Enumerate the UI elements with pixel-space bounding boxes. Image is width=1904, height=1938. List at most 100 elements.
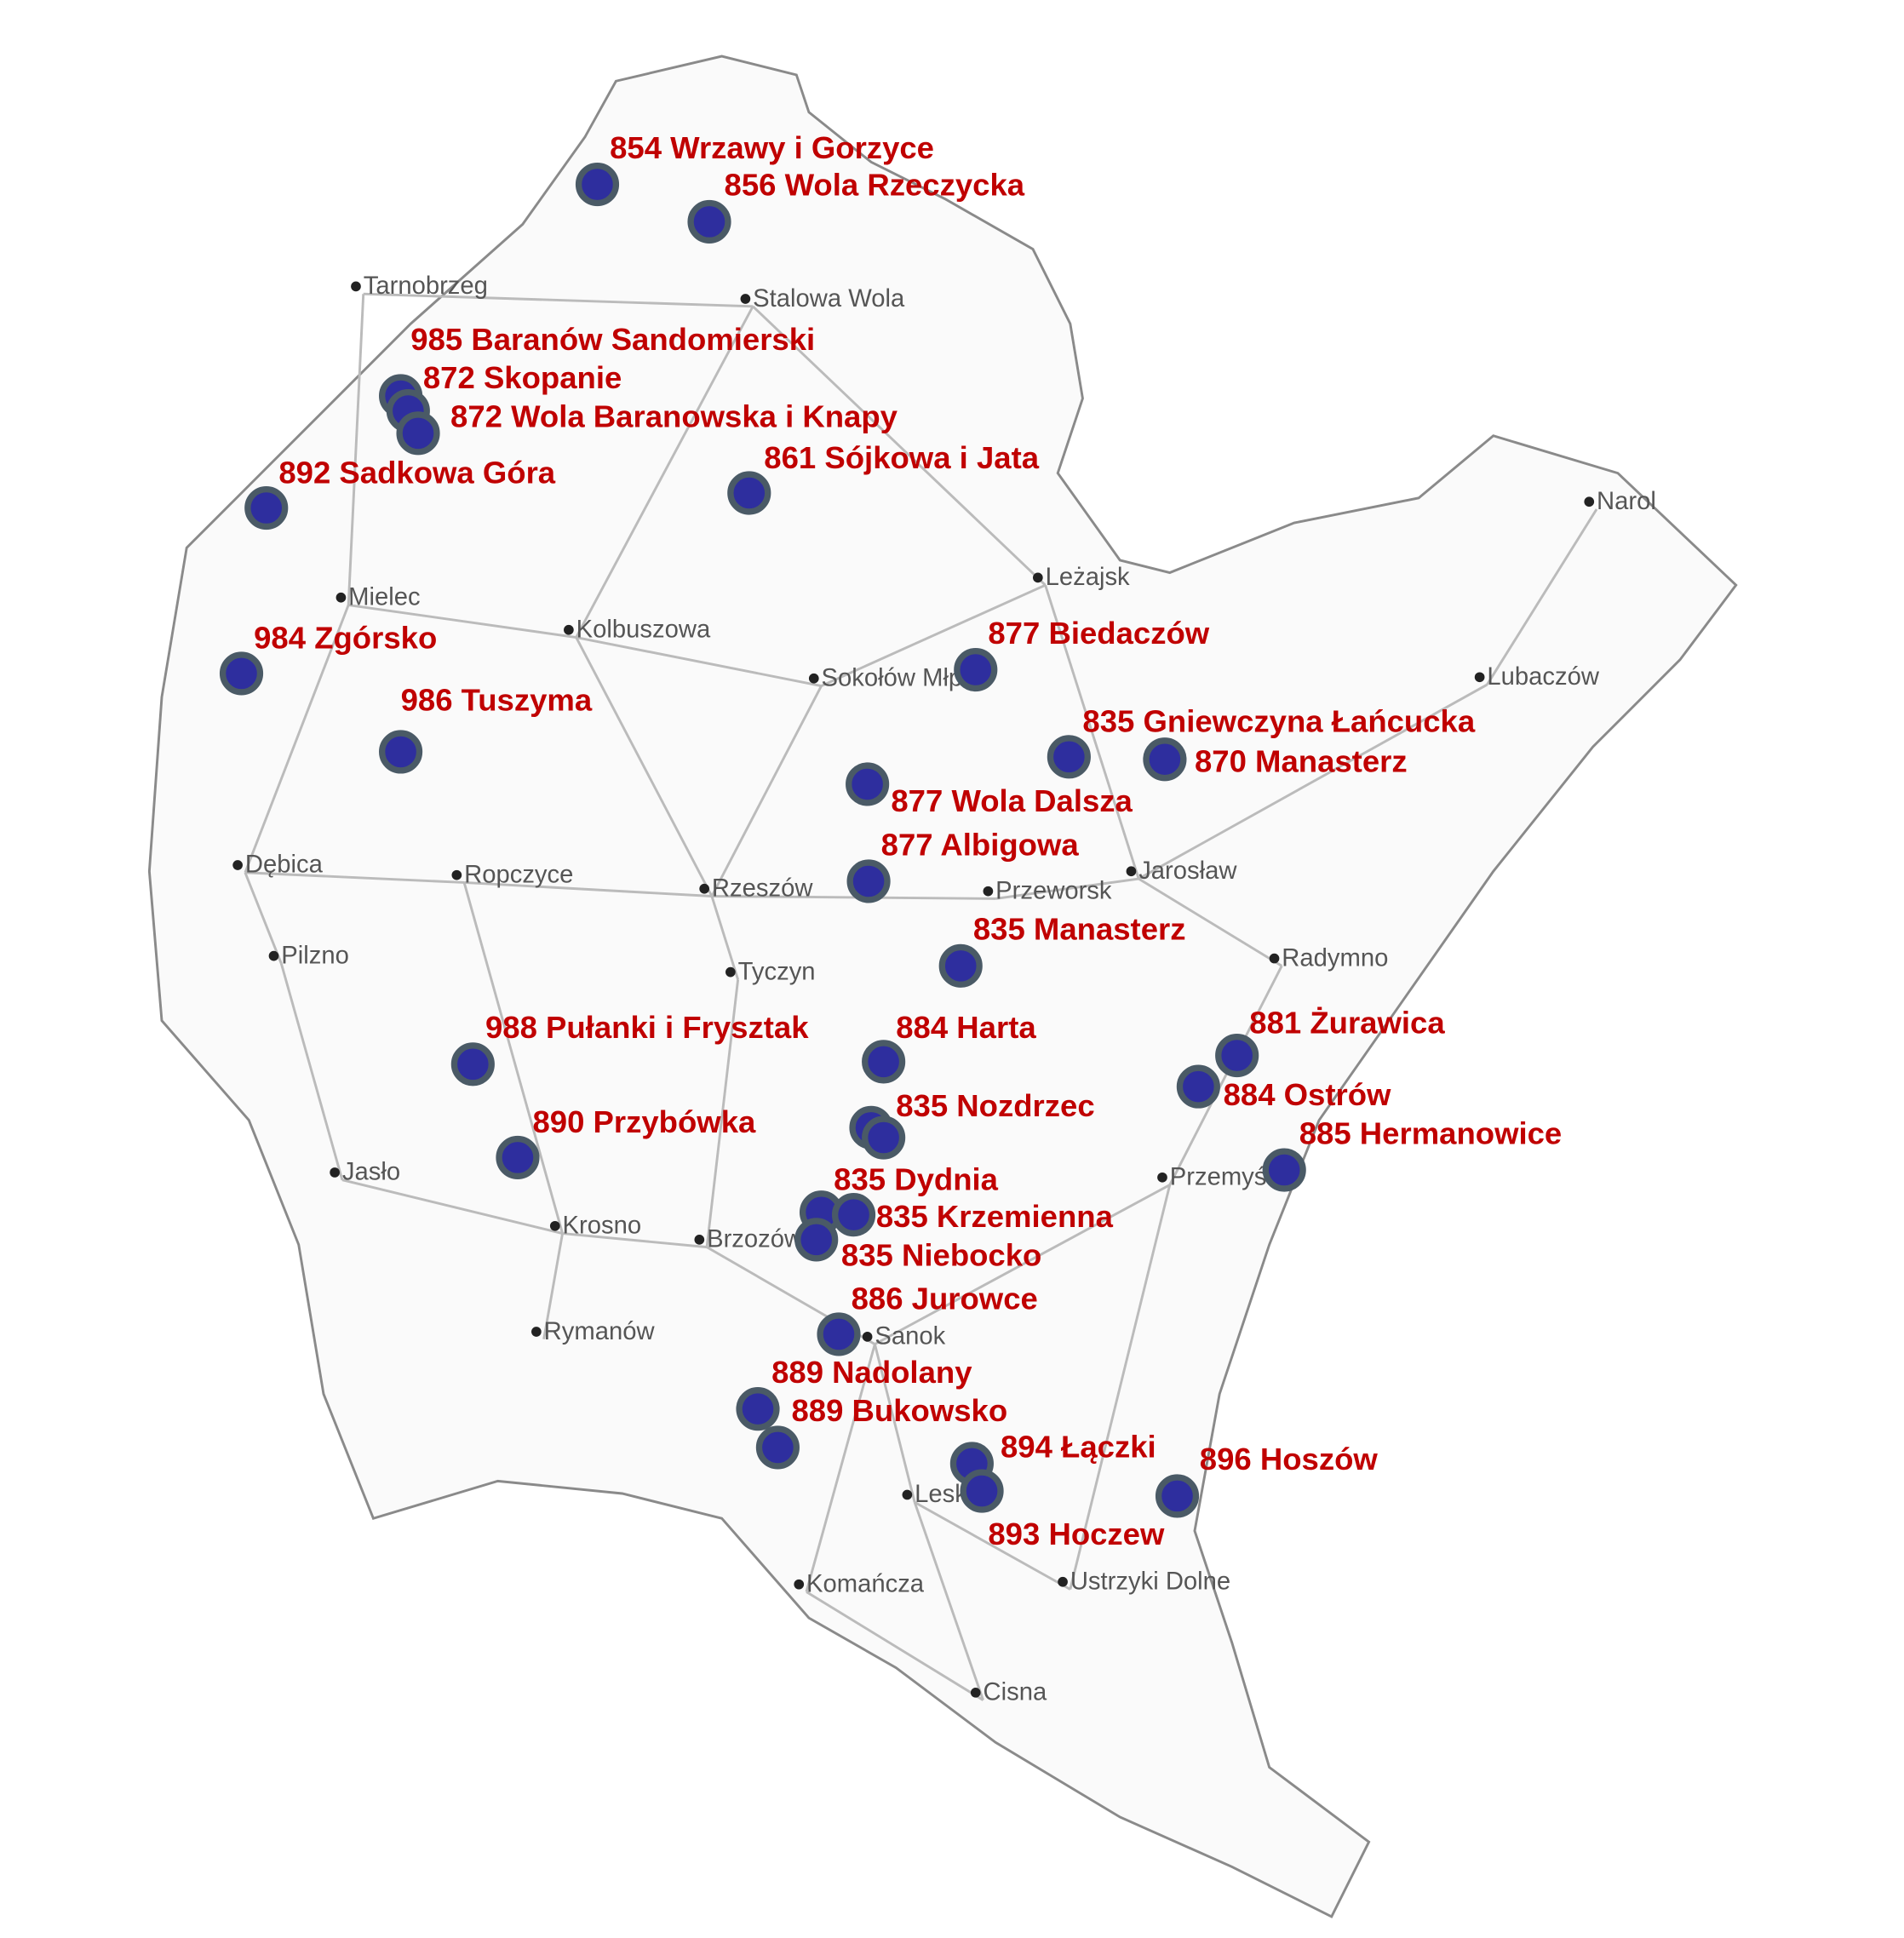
site-marker[interactable] (846, 762, 890, 806)
road (805, 1344, 876, 1592)
city-dot (725, 966, 736, 978)
site-marker[interactable] (831, 1193, 876, 1237)
city-label: Jarosław (1138, 857, 1237, 885)
city-label: Tarnobrzeg (364, 272, 488, 300)
site-marker[interactable] (862, 1040, 906, 1084)
site-marker[interactable] (727, 471, 771, 515)
site-marker[interactable] (794, 1218, 839, 1262)
city-dot (564, 624, 574, 635)
site-label: 861 Sójkowa i Jata (764, 440, 1039, 475)
road (752, 305, 1047, 587)
site-marker[interactable] (244, 485, 289, 530)
city-label: Przeworsk (995, 877, 1112, 904)
city-label: Rymanów (544, 1318, 656, 1345)
city-label: Mielec (348, 584, 420, 611)
site-label: 872 Wola Baranowska i Knapy (450, 399, 898, 434)
city-dot (983, 886, 994, 897)
site-marker[interactable] (575, 162, 620, 207)
city-dot (740, 294, 751, 304)
road (347, 294, 365, 605)
city-dot (1157, 1172, 1167, 1183)
site-marker[interactable] (817, 1312, 861, 1356)
site-marker[interactable] (1155, 1474, 1200, 1518)
road (913, 1501, 984, 1701)
site-marker[interactable] (496, 1135, 540, 1179)
site-marker[interactable] (862, 1115, 906, 1160)
road (562, 1232, 708, 1249)
site-marker[interactable] (450, 1042, 495, 1087)
road (874, 1184, 1171, 1345)
road (1486, 508, 1598, 685)
site-marker[interactable] (846, 859, 891, 903)
city-label: Sanok (875, 1323, 945, 1350)
markers (219, 162, 1306, 1518)
site-marker[interactable] (1143, 737, 1187, 782)
site-label: 884 Ostrów (1224, 1077, 1391, 1112)
site-marker[interactable] (954, 647, 998, 692)
site-label: 835 Dydnia (834, 1161, 999, 1196)
site-marker[interactable] (755, 1425, 800, 1470)
site-marker[interactable] (1176, 1064, 1220, 1109)
road (1138, 683, 1488, 880)
site-label: 892 Sadkowa Góra (278, 455, 555, 490)
road (279, 963, 344, 1181)
site-label: 856 Wola Rzeczycka (725, 168, 1025, 203)
city-label: Ropczyce (464, 861, 573, 888)
site-marker[interactable] (396, 411, 440, 456)
road (705, 979, 740, 1247)
site-marker[interactable] (736, 1387, 780, 1431)
road (244, 872, 283, 964)
site-label: 984 Zgórsko (254, 621, 437, 656)
site-marker[interactable] (379, 730, 423, 774)
site-marker[interactable] (687, 199, 731, 244)
road (464, 880, 713, 897)
site-label: 986 Tuszyma (401, 683, 593, 718)
site-marker[interactable] (219, 651, 264, 696)
road (1168, 965, 1283, 1186)
site-label: 988 Pułanki i Frysztak (485, 1010, 809, 1045)
site-marker[interactable] (1262, 1148, 1306, 1192)
site-label: 835 Manasterz (973, 912, 1186, 947)
site-label: 872 Skopanie (423, 360, 622, 395)
road (710, 896, 740, 980)
site-label: 894 Łączki (1001, 1430, 1156, 1465)
city-label: Radymno (1282, 944, 1388, 972)
city-label: Pilzno (281, 942, 349, 969)
city-label: Rzeszów (712, 875, 813, 903)
site-marker[interactable] (938, 943, 983, 988)
road (576, 636, 822, 687)
city-dot (451, 869, 462, 880)
city-label: Cisna (984, 1679, 1047, 1706)
road (1138, 877, 1283, 967)
city-dot (1126, 866, 1137, 877)
site-label: 889 Bukowsko (791, 1393, 1007, 1428)
city-dot (902, 1489, 913, 1500)
site-label: 835 Gniewczyna Łańcucka (1082, 704, 1475, 739)
city-dot (694, 1235, 705, 1245)
city-dot (549, 1220, 560, 1231)
site-marker[interactable] (1047, 735, 1091, 779)
region-outline (147, 54, 1738, 1918)
road (711, 895, 996, 900)
site-label: 870 Manasterz (1195, 743, 1408, 778)
site-label: 877 Albigowa (881, 827, 1080, 862)
site-label: 896 Hoszów (1200, 1442, 1379, 1476)
road (341, 1178, 563, 1235)
site-label: 890 Przybówka (532, 1104, 756, 1139)
road (244, 871, 465, 884)
site-label: 835 Niebocko (841, 1238, 1041, 1273)
roads (244, 292, 1598, 1701)
road (244, 605, 350, 874)
site-label: 854 Wrzawy i Gorzyce (610, 130, 934, 165)
site-marker[interactable] (960, 1469, 1004, 1513)
city-label: Komańcza (806, 1570, 925, 1597)
road (995, 877, 1139, 900)
city-label: Brzozów (707, 1226, 803, 1253)
city-dot (794, 1579, 805, 1590)
road (363, 292, 754, 308)
city-dot (351, 281, 361, 292)
site-marker[interactable] (1215, 1033, 1259, 1078)
site-label: 985 Baranów Sandomierski (410, 322, 815, 357)
